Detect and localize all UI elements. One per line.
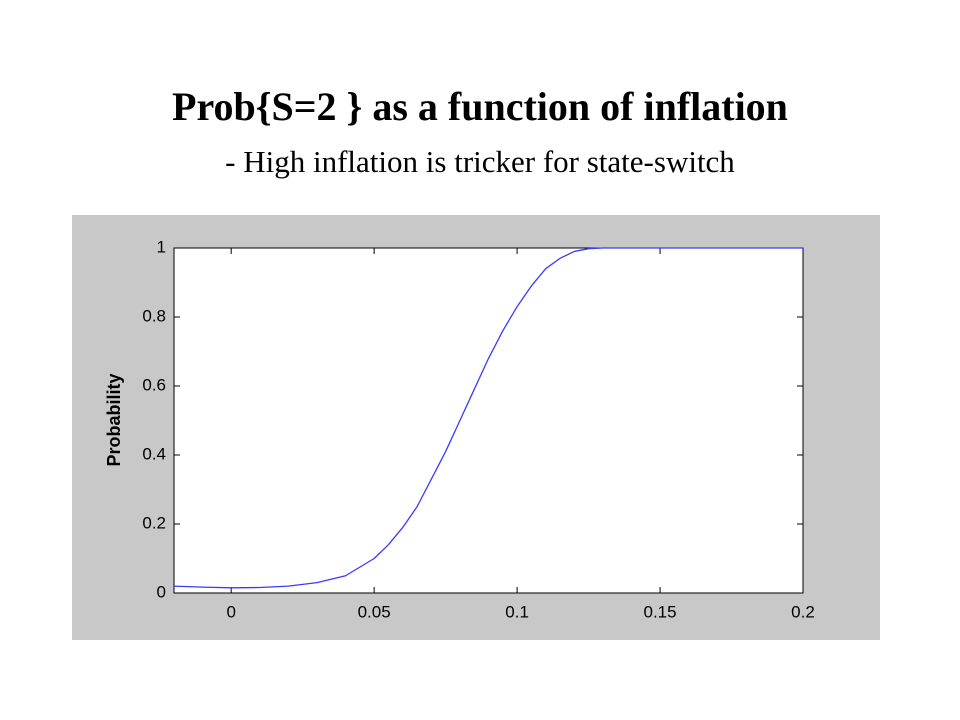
y-tick-label: 0.8 <box>142 306 166 325</box>
y-tick-label: 0.4 <box>142 444 166 463</box>
y-tick-label: 0.2 <box>142 513 166 532</box>
x-tick-label: 0.05 <box>358 602 391 621</box>
y-axis-label: Probability <box>104 373 124 466</box>
data-line <box>173 247 803 589</box>
y-tick-label: 1 <box>157 237 166 256</box>
subtitle: - High inflation is tricker for state-sw… <box>225 144 735 179</box>
title: Prob{S=2 } as a function of inflation <box>172 84 788 129</box>
x-tick-label: 0.15 <box>643 602 676 621</box>
x-tick-label: 0.2 <box>791 602 815 621</box>
y-tick-label: 0 <box>157 582 166 601</box>
x-tick-label: 0.1 <box>505 602 529 621</box>
x-tick-label: 0 <box>226 602 235 621</box>
plot-area <box>173 247 804 594</box>
y-tick-label: 0.6 <box>142 375 166 394</box>
